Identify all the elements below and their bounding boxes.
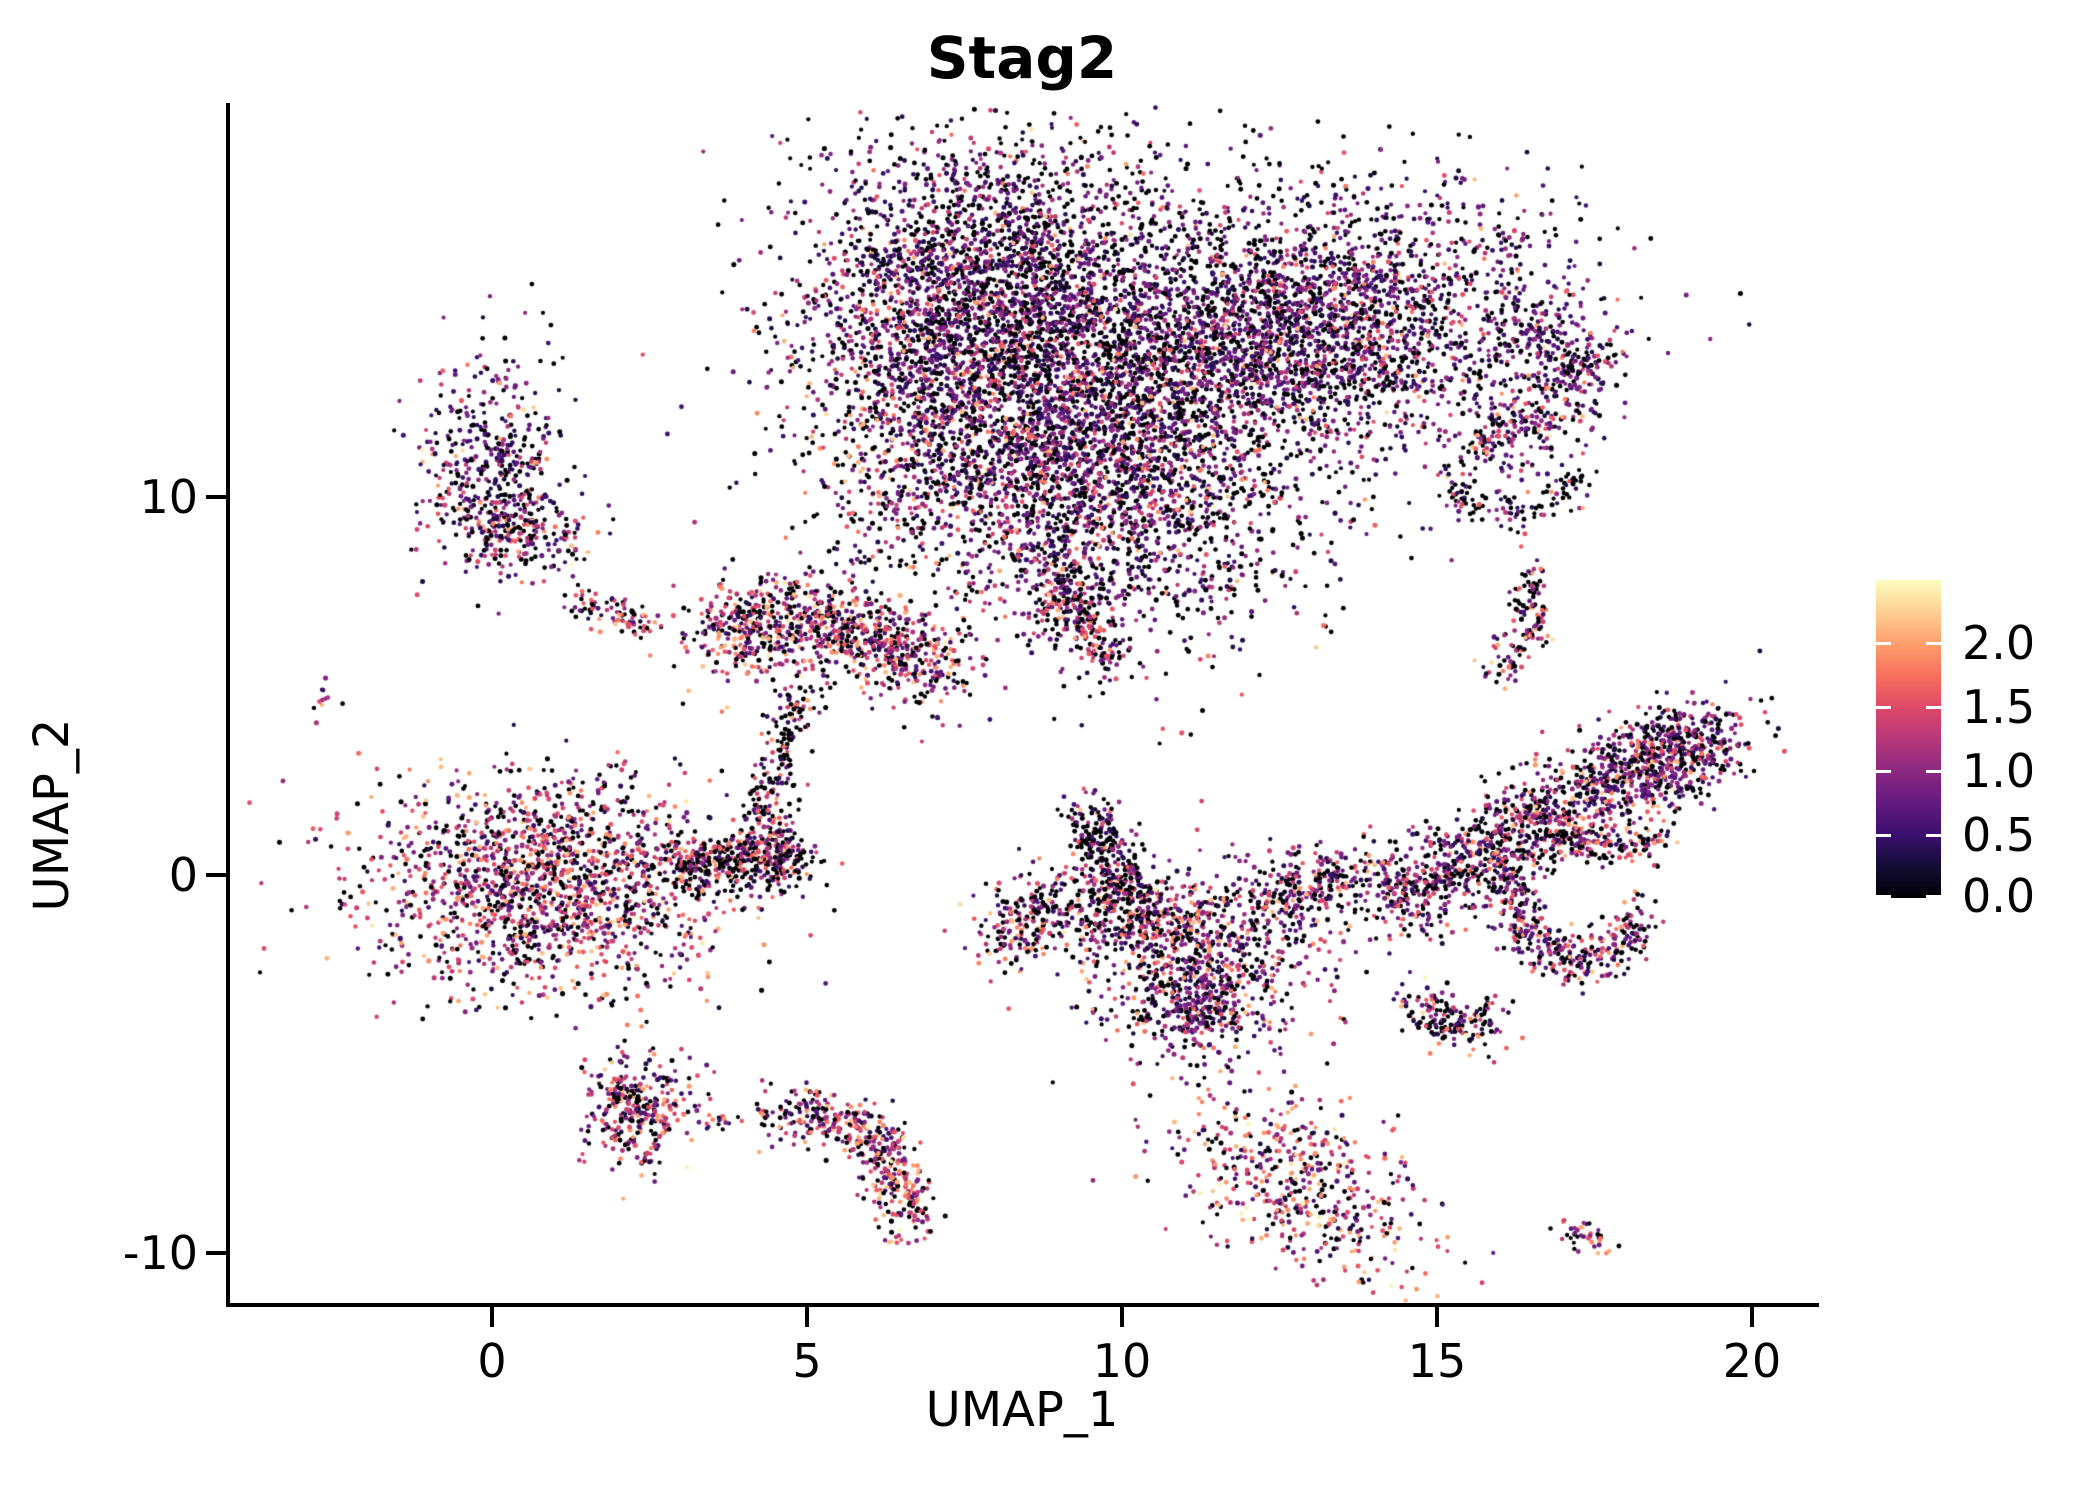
y-axis-line xyxy=(226,103,230,1307)
colorbar-tick-label: 1.5 xyxy=(1962,679,2036,734)
y-tick-label: 10 xyxy=(139,470,198,524)
colorbar-tickmark xyxy=(1876,833,1891,837)
plot-title: Stag2 xyxy=(926,24,1118,92)
x-tick-label: 5 xyxy=(792,1334,822,1388)
colorbar-tickmark xyxy=(1926,833,1941,837)
x-axis-title: UMAP_1 xyxy=(925,1382,1119,1438)
x-tickmark xyxy=(1750,1307,1754,1327)
colorbar xyxy=(1876,580,1941,898)
colorbar-tickmark xyxy=(1876,769,1891,773)
y-tickmark xyxy=(206,495,226,499)
x-tick-label: 15 xyxy=(1407,1334,1467,1388)
x-tick-label: 10 xyxy=(1092,1334,1152,1388)
x-tickmark xyxy=(1120,1307,1124,1327)
colorbar-tick-label: 0.0 xyxy=(1962,869,2036,923)
colorbar-tickmark xyxy=(1926,769,1941,773)
y-tickmark xyxy=(206,1251,226,1255)
y-tick-label: 0 xyxy=(168,848,198,902)
colorbar-tickmark xyxy=(1926,705,1941,709)
x-tickmark xyxy=(1435,1307,1439,1327)
x-tickmark xyxy=(490,1307,494,1327)
colorbar-tick-label: 2.0 xyxy=(1962,615,2036,670)
x-tick-label: 0 xyxy=(477,1334,507,1388)
colorbar-tick-label: 0.5 xyxy=(1962,807,2036,862)
y-axis-title: UMAP_2 xyxy=(24,718,80,912)
y-tick-label: -10 xyxy=(122,1226,198,1280)
colorbar-tickmark xyxy=(1876,895,1891,898)
colorbar-tickmark xyxy=(1876,705,1891,709)
y-tickmark xyxy=(206,873,226,877)
x-tick-label: 20 xyxy=(1722,1334,1782,1388)
x-tickmark xyxy=(805,1307,809,1327)
colorbar-tick-label: 1.0 xyxy=(1962,743,2036,798)
colorbar-tickmark xyxy=(1926,641,1941,645)
colorbar-tickmark xyxy=(1876,641,1891,645)
colorbar-tickmark xyxy=(1926,895,1941,898)
x-axis-line xyxy=(226,1303,1819,1307)
